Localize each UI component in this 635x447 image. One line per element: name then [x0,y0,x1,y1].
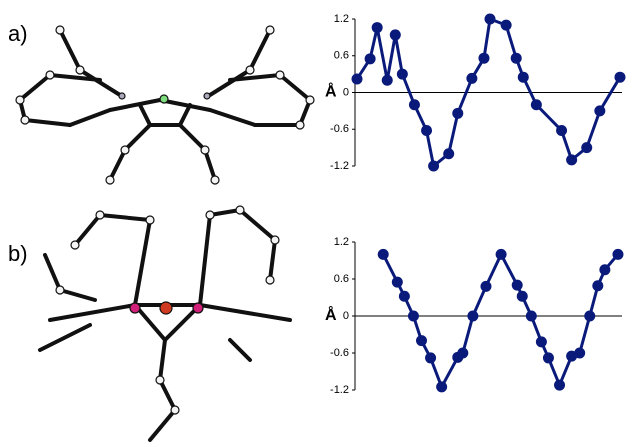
point [382,75,393,86]
point [452,108,463,119]
point [556,125,567,136]
point [512,280,523,291]
y-tick-label: 0 [343,310,349,322]
y-tick-label: 0.6 [334,50,349,62]
point [478,53,489,64]
point [485,14,496,25]
panel-label: b) [8,241,28,266]
point [399,291,410,302]
point [518,72,529,83]
molecule-a [16,26,314,184]
point [501,20,512,31]
point [594,105,605,116]
point [574,348,585,359]
point [466,73,477,84]
point [584,311,595,322]
figure: a) Å 1.2 0.6 0 -0.6 -1.2 b) Å 1.2 0.6 0 -0.6 -1.2 [0,0,635,447]
point [496,249,507,260]
point [436,381,447,392]
point [408,311,419,322]
panel-label: a) [8,21,28,46]
point [443,148,454,159]
point [612,249,623,260]
y-tick-label: -0.6 [330,347,349,359]
y-tick-label: 0.6 [334,273,349,285]
point [517,291,528,302]
point [390,29,401,40]
point [397,69,408,80]
point [365,53,376,64]
point [378,249,389,260]
molecule-b [40,206,290,440]
line [383,254,618,387]
point [480,281,491,292]
point [392,277,403,288]
y-tick-label: 0 [343,86,349,98]
point [526,311,537,322]
point [581,142,592,153]
point [428,161,439,172]
point [543,352,554,363]
point [614,72,625,83]
point [421,125,432,136]
point [566,154,577,165]
y-tick-label: -1.2 [330,384,349,396]
point [592,280,603,291]
y-tick-label: -0.6 [330,123,349,135]
y-tick-label: -1.2 [330,160,349,172]
point [352,74,363,85]
y-tick-label: 1.2 [334,236,349,248]
y-axis-label: Å [325,82,337,101]
point [536,336,547,347]
point [467,311,478,322]
point [457,348,468,359]
point [554,380,565,391]
point [599,264,610,275]
point [372,22,383,33]
y-axis-label: Å [325,305,337,324]
point [425,352,436,363]
point [409,99,420,110]
y-tick-label: 1.2 [334,13,349,25]
point [416,335,427,346]
point [511,53,522,64]
point [531,99,542,110]
